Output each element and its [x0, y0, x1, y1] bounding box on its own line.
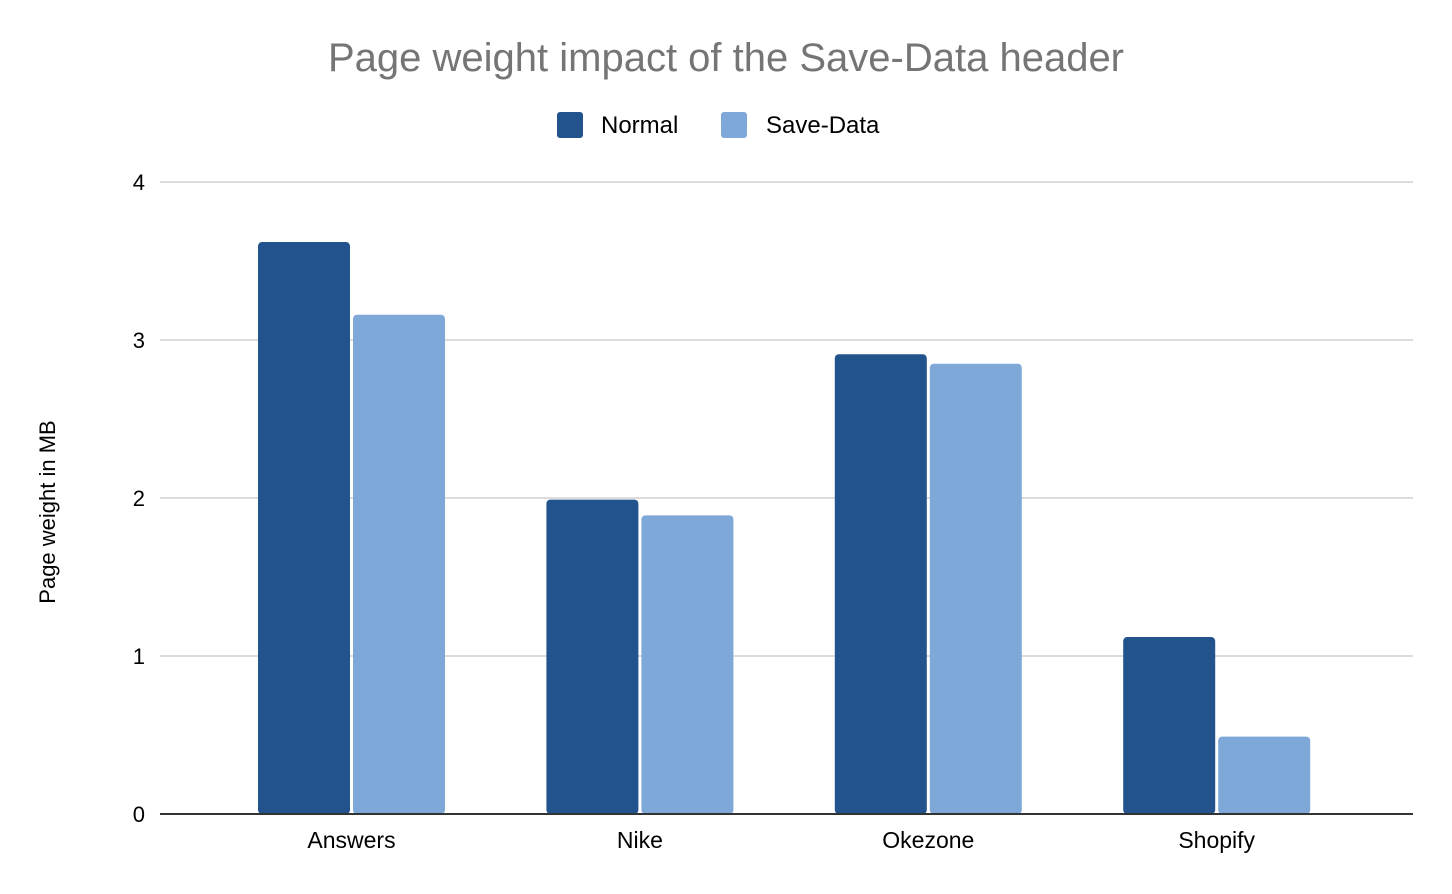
y-tick-label: 4	[133, 170, 145, 195]
legend-swatch-save-data	[721, 112, 747, 138]
x-axis-categories: Answers Nike Okezone Shopify	[307, 827, 1255, 853]
legend-swatch-normal	[557, 112, 583, 138]
x-category-label: Okezone	[882, 827, 974, 853]
x-category-label: Answers	[307, 827, 395, 853]
bar-shopify-save-data	[1218, 736, 1311, 814]
chart-title: Page weight impact of the Save-Data head…	[328, 36, 1124, 80]
bar-nike-normal	[546, 499, 639, 814]
x-category-label: Shopify	[1178, 827, 1255, 853]
x-category-label: Nike	[617, 827, 663, 853]
bar-shopify-normal	[1123, 637, 1216, 814]
y-tick-label: 2	[133, 486, 145, 511]
legend-label-normal: Normal	[601, 112, 678, 139]
bar-okezone-save-data	[929, 363, 1022, 814]
legend: Normal Save-Data	[557, 112, 880, 139]
y-tick-label: 1	[133, 644, 145, 669]
bar-answers-normal	[258, 242, 350, 815]
bar-nike-save-data	[641, 515, 734, 814]
y-tick-label: 0	[133, 802, 145, 827]
bar-okezone-normal	[834, 354, 927, 814]
y-axis-label: Page weight in MB	[35, 420, 60, 603]
y-tick-label: 3	[133, 328, 145, 353]
legend-label-save-data: Save-Data	[766, 112, 880, 139]
bars	[258, 242, 1311, 815]
y-axis-ticks: 0 1 2 3 4	[133, 170, 145, 827]
bar-answers-save-data	[353, 314, 445, 814]
